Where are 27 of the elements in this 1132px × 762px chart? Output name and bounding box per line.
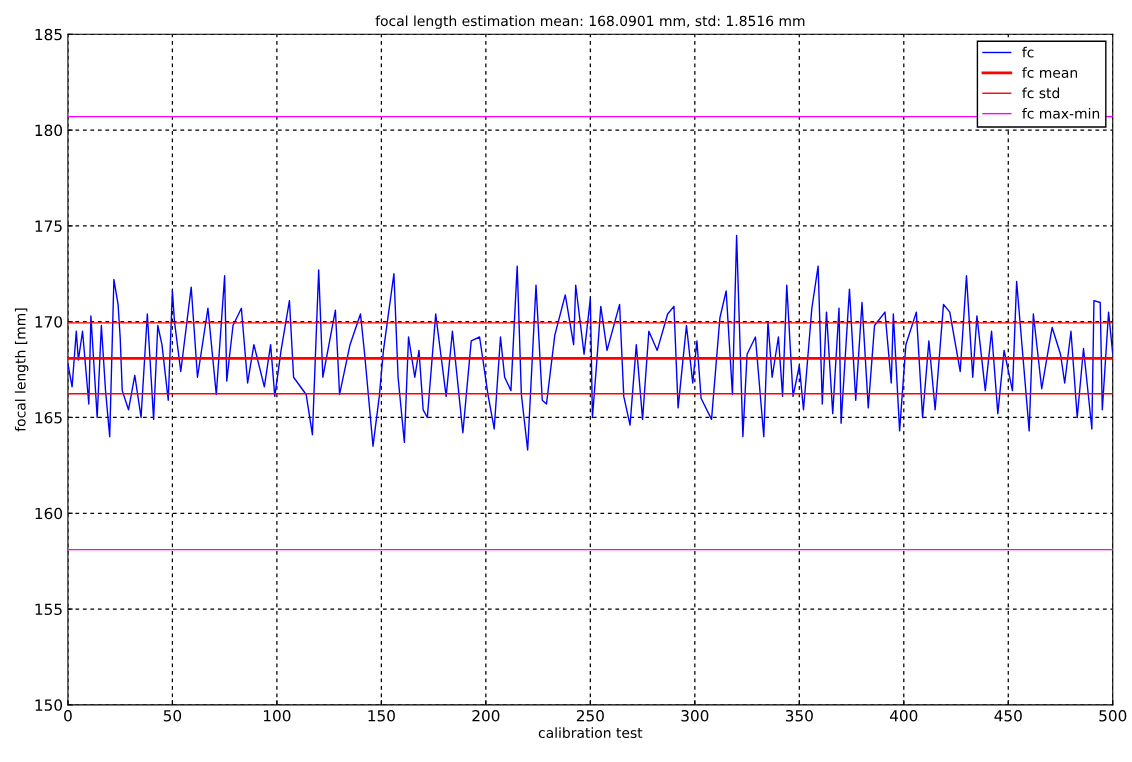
x-tick-label: 400 [889,709,918,722]
y-tick-label: 165 [35,411,62,424]
x-tick-label: 150 [368,709,395,722]
x-tick-label: 450 [994,709,1022,722]
line-series [67,234,1113,451]
x-axis-title: calibration test [538,727,643,739]
y-tick-label: 150 [35,699,63,711]
x-tick-label: 250 [576,709,604,722]
x-tick-label: 500 [1099,709,1127,722]
y-tick-label: 160 [35,507,63,520]
y-tick-label: 175 [35,220,62,232]
ref-line-label: fc max-min [1022,107,1100,119]
y-tick-label: 170 [35,316,63,328]
x-tick-label: 100 [263,709,291,722]
x-tick-label: 200 [472,709,500,722]
x-tick-label: 50 [163,709,182,722]
x-tick-label: 350 [785,709,813,722]
x-tick-label: 300 [681,709,709,722]
legend-label: fc mean [1022,67,1078,78]
y-tick-label: 180 [35,124,63,137]
y-axis-title: focal length [mm] [14,308,29,432]
chart-title: focal length estimation mean: 168.0901 mm, std: 1.8516 mm [375,15,805,29]
legend-label: fc [1022,46,1034,58]
legend-label: fc std [1022,87,1060,99]
y-tick-label: 155 [35,603,62,616]
y-tick-label: 185 [35,28,62,41]
x-tick-label: 0 [64,709,72,722]
